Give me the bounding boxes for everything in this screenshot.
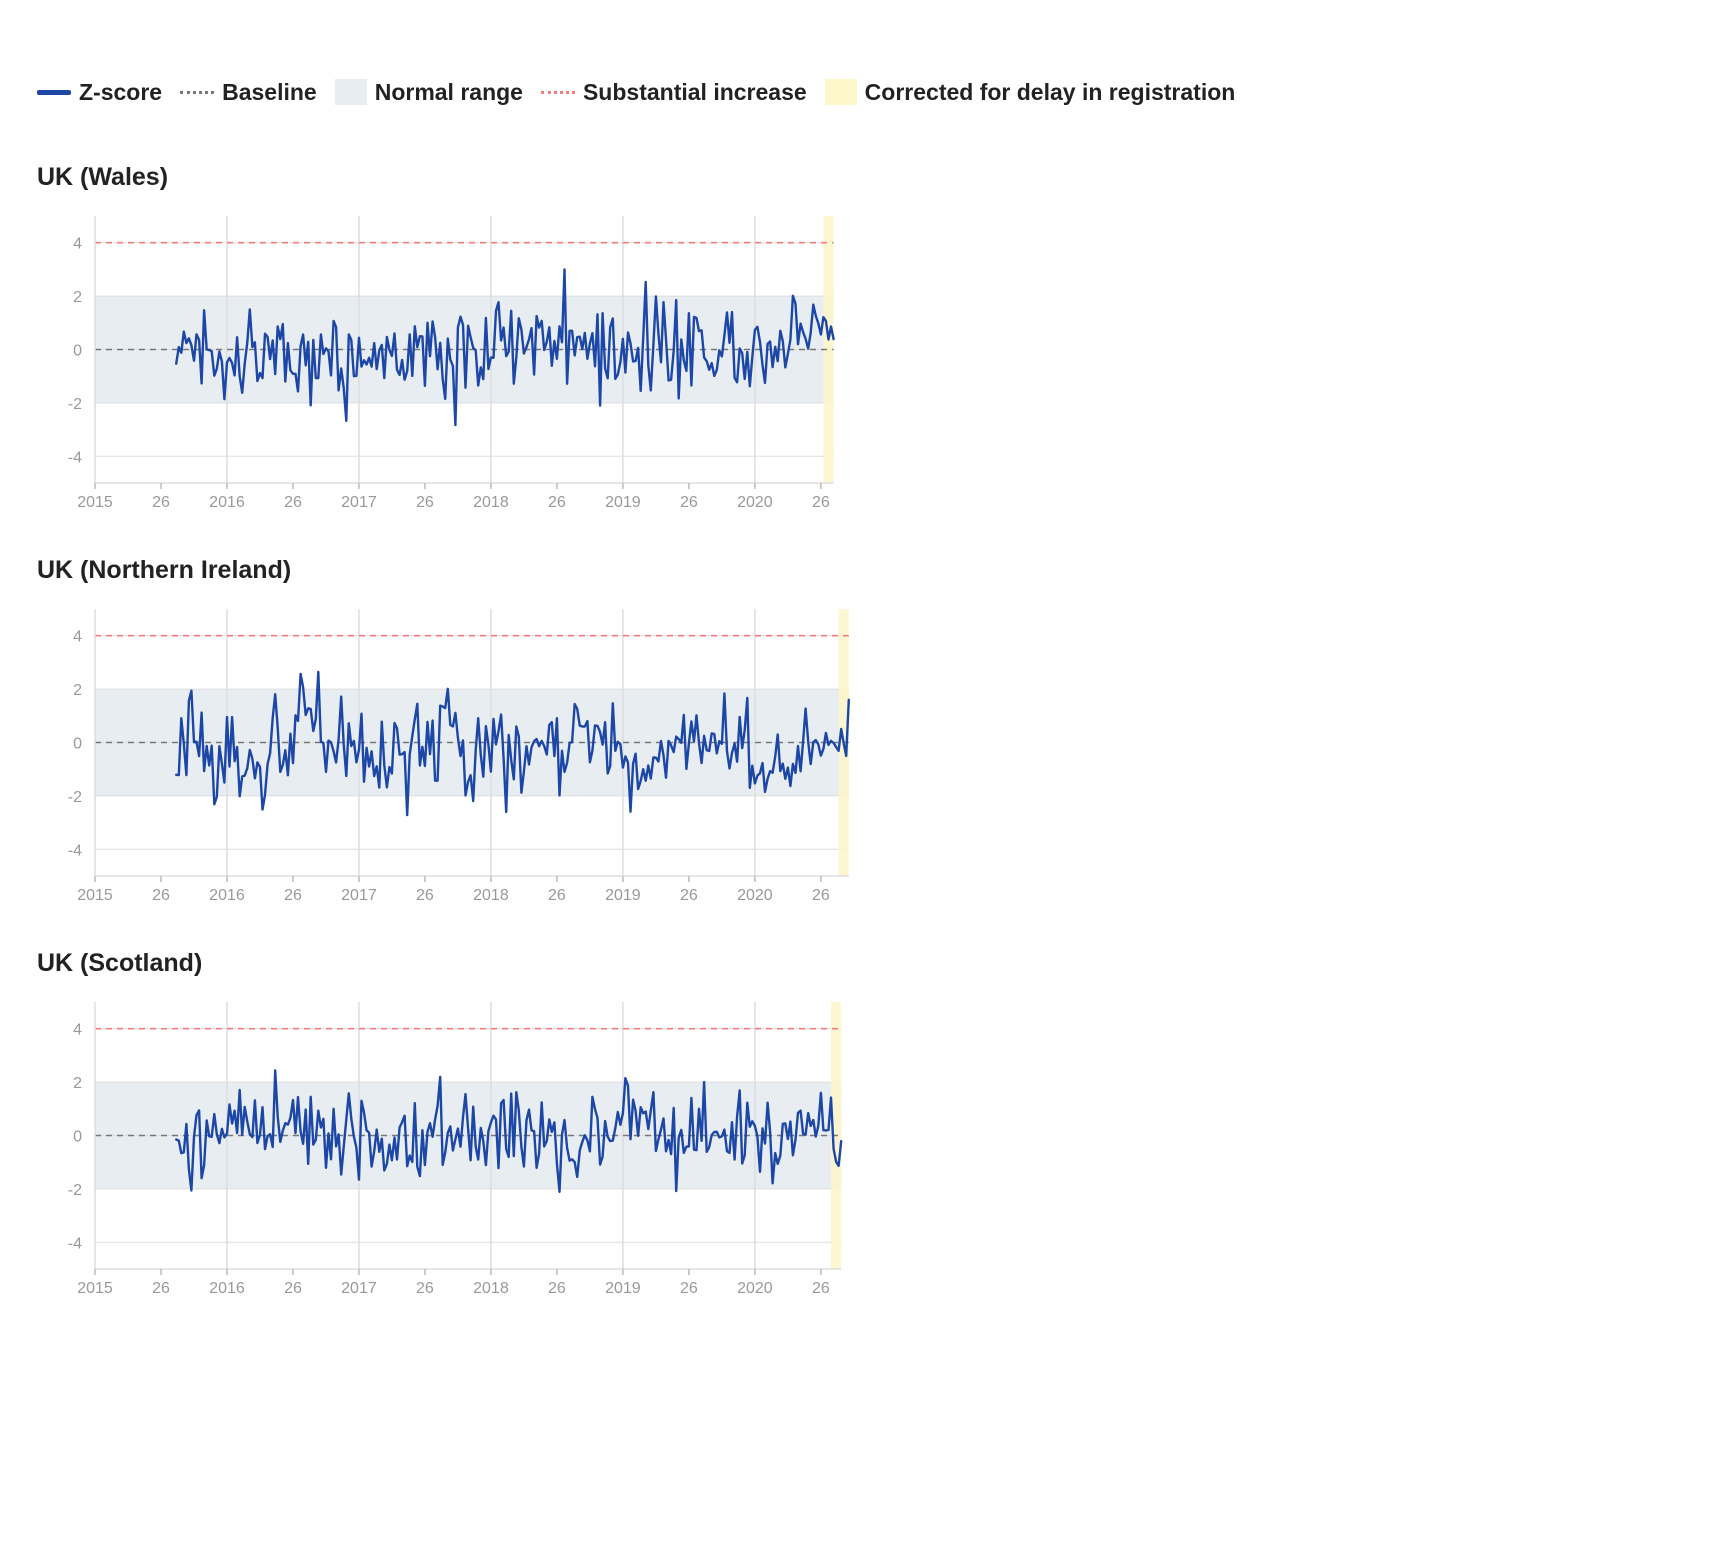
x-tick-label: 2017	[341, 887, 377, 904]
panel-title-scotland: UK (Scotland)	[37, 949, 203, 977]
x-tick-label: 26	[680, 1280, 698, 1297]
y-tick-label: -4	[68, 1235, 82, 1252]
x-tick-label: 26	[284, 1280, 302, 1297]
zscore-swatch	[37, 89, 71, 95]
y-tick-label: 4	[73, 629, 82, 646]
x-tick-label: 26	[152, 1280, 170, 1297]
corrected-swatch	[824, 79, 857, 105]
x-tick-label: 26	[152, 494, 170, 511]
x-tick-label: 2018	[473, 494, 509, 511]
x-tick-label: 2019	[605, 887, 641, 904]
y-tick-label: 2	[73, 289, 82, 306]
x-tick-label: 2020	[737, 887, 773, 904]
chart-wales: 4 2 0 -2 -4 2015 26 2016 26 2017 26 2018 26 2019 26 202…	[68, 216, 835, 511]
y-tick-label: 0	[73, 343, 82, 360]
x-tick-label: 26	[416, 494, 434, 511]
legend-label-substantial-increase: Substantial increase	[582, 78, 807, 105]
x-tick-label: 2019	[605, 1280, 641, 1297]
zscore-line	[174, 268, 835, 427]
legend-item-zscore: Z-score	[37, 79, 162, 106]
y-tick-label: 4	[73, 1022, 82, 1039]
legend-label-normal-range: Normal range	[374, 78, 523, 105]
x-tick-label: 26	[680, 494, 698, 511]
legend-label-zscore: Z-score	[79, 78, 163, 105]
x-tick-label: 2018	[473, 887, 509, 904]
chart-northern-ireland: 4 2 0 -2 -4 2015 26 2016 26 2017 26 2018 26 2019 26 202…	[68, 609, 850, 904]
y-tick-label: 0	[73, 736, 82, 753]
y-tick-label: -2	[68, 396, 82, 413]
substantial-increase-swatch	[540, 90, 575, 94]
normal-range-swatch	[334, 79, 367, 105]
x-tick-label: 26	[548, 1280, 566, 1297]
panel-title-wales: UK (Wales)	[37, 163, 169, 191]
y-tick-label: 2	[73, 1075, 82, 1092]
legend-item-baseline: Baseline	[180, 79, 317, 106]
zscore-line	[174, 670, 850, 817]
chart-scotland: 4 2 0 -2 -4 2015 26 2016 26 2017 26 2018 26 2019 26 202…	[68, 1002, 843, 1297]
y-tick-label: 0	[73, 1129, 82, 1146]
x-tick-label: 2015	[77, 494, 113, 511]
x-tick-label: 2016	[209, 1280, 245, 1297]
panel-title-northern-ireland: UK (Northern Ireland)	[37, 556, 292, 584]
baseline-swatch	[180, 90, 215, 94]
x-tick-label: 26	[548, 887, 566, 904]
x-tick-label: 2016	[209, 887, 245, 904]
x-tick-label: 26	[416, 887, 434, 904]
y-tick-label: -2	[68, 789, 82, 806]
x-tick-label: 2020	[737, 1280, 773, 1297]
x-tick-label: 2017	[341, 494, 377, 511]
y-tick-label: -4	[68, 842, 82, 859]
chart-legend: Z-score Baseline Normal range Substantia…	[37, 76, 1235, 108]
legend-label-corrected: Corrected for delay in registration	[864, 78, 1236, 105]
y-tick-label: -4	[68, 449, 82, 466]
y-tick-label: -2	[68, 1182, 82, 1199]
x-tick-label: 26	[284, 887, 302, 904]
x-tick-label: 2020	[737, 494, 773, 511]
corrected-region	[823, 216, 834, 483]
x-tick-label: 26	[152, 887, 170, 904]
x-tick-label: 26	[812, 887, 830, 904]
legend-item-corrected: Corrected for delay in registration	[824, 78, 1236, 106]
legend-label-baseline: Baseline	[222, 78, 317, 105]
x-tick-label: 26	[812, 1280, 830, 1297]
x-tick-label: 26	[284, 494, 302, 511]
x-tick-label: 26	[416, 1280, 434, 1297]
legend-item-substantial-increase: Substantial increase	[540, 78, 807, 106]
x-tick-label: 2015	[77, 1280, 113, 1297]
x-tick-label: 26	[548, 494, 566, 511]
x-tick-label: 2016	[209, 494, 245, 511]
x-tick-label: 2018	[473, 1280, 509, 1297]
zscore-line	[174, 1069, 843, 1194]
x-tick-label: 26	[812, 494, 830, 511]
x-tick-label: 2015	[77, 887, 113, 904]
x-tick-label: 26	[680, 887, 698, 904]
x-tick-label: 2017	[341, 1280, 377, 1297]
y-tick-label: 2	[73, 682, 82, 699]
x-tick-label: 2019	[605, 494, 641, 511]
legend-item-normal-range: Normal range	[334, 78, 523, 106]
y-tick-label: 4	[73, 236, 82, 253]
